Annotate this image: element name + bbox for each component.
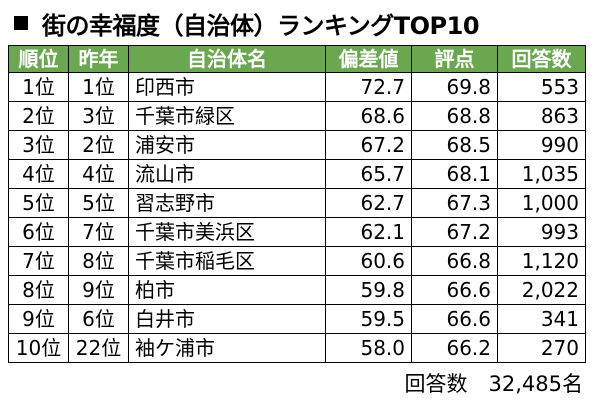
cell-score: 67.3 xyxy=(411,188,498,218)
cell-score: 67.2 xyxy=(411,217,498,247)
cell-rank: 10位 xyxy=(8,333,69,363)
table-row: 2位 3位 千葉市緑区 68.6 68.8 863 xyxy=(8,101,586,131)
cell-responses: 553 xyxy=(497,72,586,102)
cell-score: 66.2 xyxy=(411,333,498,363)
table-row: 6位 7位 千葉市美浜区 62.1 67.2 993 xyxy=(8,217,586,247)
cell-municipality: 流山市 xyxy=(128,159,326,189)
cell-rank: 8位 xyxy=(8,275,69,305)
cell-deviation: 65.7 xyxy=(325,159,412,189)
cell-score: 66.8 xyxy=(411,246,498,276)
cell-last-year: 22位 xyxy=(68,333,129,363)
cell-last-year: 5位 xyxy=(68,188,129,218)
cell-responses: 863 xyxy=(497,101,586,131)
cell-rank: 4位 xyxy=(8,159,69,189)
cell-responses: 993 xyxy=(497,217,586,247)
cell-score: 66.6 xyxy=(411,275,498,305)
cell-score: 68.1 xyxy=(411,159,498,189)
cell-rank: 1位 xyxy=(8,72,69,102)
cell-deviation: 58.0 xyxy=(325,333,412,363)
cell-municipality: 柏市 xyxy=(128,275,326,305)
cell-score: 68.8 xyxy=(411,101,498,131)
cell-rank: 5位 xyxy=(8,188,69,218)
table-row: 4位 4位 流山市 65.7 68.1 1,035 xyxy=(8,159,586,189)
cell-rank: 6位 xyxy=(8,217,69,247)
cell-responses: 990 xyxy=(497,130,586,160)
cell-deviation: 62.7 xyxy=(325,188,412,218)
cell-responses: 341 xyxy=(497,304,586,334)
cell-municipality: 習志野市 xyxy=(128,188,326,218)
header-municipality: 自治体名 xyxy=(128,45,326,73)
cell-responses: 2,022 xyxy=(497,275,586,305)
cell-deviation: 67.2 xyxy=(325,130,412,160)
table-row: 1位 1位 印西市 72.7 69.8 553 xyxy=(8,72,586,102)
cell-deviation: 68.6 xyxy=(325,101,412,131)
cell-municipality: 千葉市緑区 xyxy=(128,101,326,131)
cell-municipality: 白井市 xyxy=(128,304,326,334)
cell-last-year: 6位 xyxy=(68,304,129,334)
cell-rank: 3位 xyxy=(8,130,69,160)
cell-deviation: 59.5 xyxy=(325,304,412,334)
cell-responses: 1,035 xyxy=(497,159,586,189)
header-rank: 順位 xyxy=(8,45,69,73)
header-responses: 回答数 xyxy=(497,45,586,73)
table-row: 7位 8位 千葉市稲毛区 60.6 66.8 1,120 xyxy=(8,246,586,276)
cell-rank: 2位 xyxy=(8,101,69,131)
cell-municipality: 千葉市稲毛区 xyxy=(128,246,326,276)
cell-rank: 9位 xyxy=(8,304,69,334)
cell-municipality: 浦安市 xyxy=(128,130,326,160)
page-title: 街の幸福度（自治体）ランキングTOP10 xyxy=(10,6,480,40)
total-responses-note: 回答数 32,485名 xyxy=(404,372,583,396)
square-bullet-icon xyxy=(14,16,28,30)
cell-municipality: 袖ケ浦市 xyxy=(128,333,326,363)
cell-score: 69.8 xyxy=(411,72,498,102)
cell-last-year: 3位 xyxy=(68,101,129,131)
cell-deviation: 59.8 xyxy=(325,275,412,305)
cell-responses: 1,000 xyxy=(497,188,586,218)
table-header-row: 順位 昨年 自治体名 偏差値 評点 回答数 xyxy=(8,45,586,73)
cell-rank: 7位 xyxy=(8,246,69,276)
table-row: 8位 9位 柏市 59.8 66.6 2,022 xyxy=(8,275,586,305)
header-score: 評点 xyxy=(411,45,498,73)
cell-score: 68.5 xyxy=(411,130,498,160)
header-last-year: 昨年 xyxy=(68,45,129,73)
cell-last-year: 8位 xyxy=(68,246,129,276)
table-row: 3位 2位 浦安市 67.2 68.5 990 xyxy=(8,130,586,160)
table-row: 5位 5位 習志野市 62.7 67.3 1,000 xyxy=(8,188,586,218)
cell-deviation: 62.1 xyxy=(325,217,412,247)
cell-deviation: 60.6 xyxy=(325,246,412,276)
cell-last-year: 7位 xyxy=(68,217,129,247)
cell-score: 66.6 xyxy=(411,304,498,334)
header-deviation: 偏差値 xyxy=(325,45,412,73)
cell-last-year: 9位 xyxy=(68,275,129,305)
table-row: 10位 22位 袖ケ浦市 58.0 66.2 270 xyxy=(8,333,586,363)
title-text: 街の幸福度（自治体）ランキングTOP10 xyxy=(42,11,480,40)
cell-last-year: 2位 xyxy=(68,130,129,160)
ranking-table: 順位 昨年 自治体名 偏差値 評点 回答数 1位 1位 印西市 72.7 69.… xyxy=(8,45,586,363)
cell-last-year: 4位 xyxy=(68,159,129,189)
cell-responses: 270 xyxy=(497,333,586,363)
cell-responses: 1,120 xyxy=(497,246,586,276)
table-row: 9位 6位 白井市 59.5 66.6 341 xyxy=(8,304,586,334)
cell-municipality: 千葉市美浜区 xyxy=(128,217,326,247)
cell-municipality: 印西市 xyxy=(128,72,326,102)
cell-deviation: 72.7 xyxy=(325,72,412,102)
cell-last-year: 1位 xyxy=(68,72,129,102)
